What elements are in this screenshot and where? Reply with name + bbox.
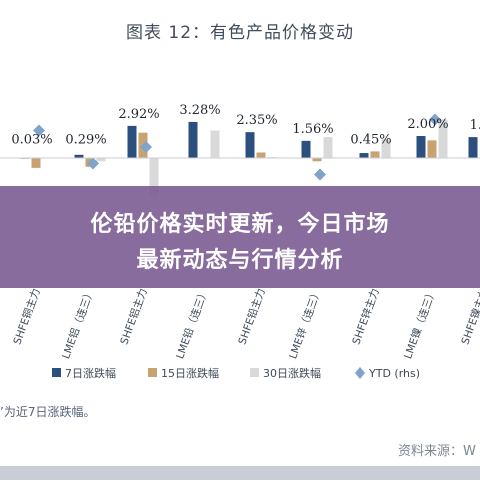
bar-7d xyxy=(301,140,311,158)
x-tick-label: SHFE铅主力 xyxy=(236,287,268,347)
x-tick-label: LME锌（连三） xyxy=(286,287,324,361)
bar-7d xyxy=(127,125,137,158)
bar-15d xyxy=(370,151,380,158)
chart-title: 图表 12：有色产品价格变动 xyxy=(125,23,355,43)
ytd-marker xyxy=(87,157,99,170)
ytd-marker xyxy=(429,113,441,126)
x-tick-label: SHFE铜主力 xyxy=(11,287,43,347)
headline-line-1: 伦铅价格实时更新，今日市场 xyxy=(90,212,390,237)
ytd-marker xyxy=(140,141,152,153)
data-label: 3.28% xyxy=(179,103,220,118)
x-tick-label: LME铅（连三） xyxy=(173,287,211,361)
headline-banner: 伦铅价格实时更新，今日市场 最新动态与行情分析 xyxy=(0,186,480,288)
bar-30d xyxy=(267,156,277,158)
x-tick-label: SHFE锌主力 xyxy=(350,287,382,347)
x-tick-label: SHFE镍主力 xyxy=(459,287,480,347)
data-label: 2.00% xyxy=(407,117,448,132)
headline-line-2: 最新动态与行情分析 xyxy=(136,248,344,273)
bar-30d xyxy=(210,130,220,158)
bar-7d xyxy=(359,153,369,158)
bar-30d xyxy=(323,137,333,158)
bar-7d xyxy=(245,132,255,158)
data-label: 0.45% xyxy=(350,132,391,147)
bar-7d xyxy=(468,137,478,158)
bar-15d xyxy=(312,158,322,162)
x-tick-label: SHFE铝主力 xyxy=(118,287,150,347)
legend-swatch xyxy=(355,367,365,379)
bar-7d xyxy=(188,121,198,158)
legend-label: 30日涨跌幅 xyxy=(263,366,321,380)
ytd-marker xyxy=(33,124,45,137)
bar-7d xyxy=(74,154,84,158)
data-label: 2.92% xyxy=(118,107,159,122)
source-note: 资料来源：W xyxy=(398,444,476,459)
bar-30d xyxy=(149,158,159,197)
data-label: 1.9 xyxy=(470,118,480,133)
legend-swatch xyxy=(52,368,61,377)
x-tick-label: LME铝（连三） xyxy=(59,287,97,361)
bottom-bar xyxy=(0,466,480,480)
bar-30d xyxy=(96,158,106,162)
legend-swatch xyxy=(250,368,259,377)
bar-30d xyxy=(438,119,448,158)
data-label: 1.56% xyxy=(292,122,333,137)
x-tick-label: LME镍（连三） xyxy=(401,287,439,361)
bar-30d xyxy=(381,139,391,158)
legend-label: YTD (rhs) xyxy=(368,367,420,380)
bar-15d xyxy=(31,158,41,168)
footnote: ’为近7日涨跌幅。 xyxy=(0,405,96,419)
legend-label: 15日涨跌幅 xyxy=(161,366,219,380)
data-label: 0.29% xyxy=(65,132,106,147)
legend-label: 7日涨跌幅 xyxy=(65,366,116,380)
bar-15d xyxy=(256,152,266,158)
data-label: 0.03% xyxy=(11,132,52,147)
bar-7d xyxy=(416,136,426,158)
data-label: 2.35% xyxy=(236,113,277,128)
legend-swatch xyxy=(148,368,157,377)
ytd-marker xyxy=(314,168,326,181)
bar-15d xyxy=(427,140,437,158)
